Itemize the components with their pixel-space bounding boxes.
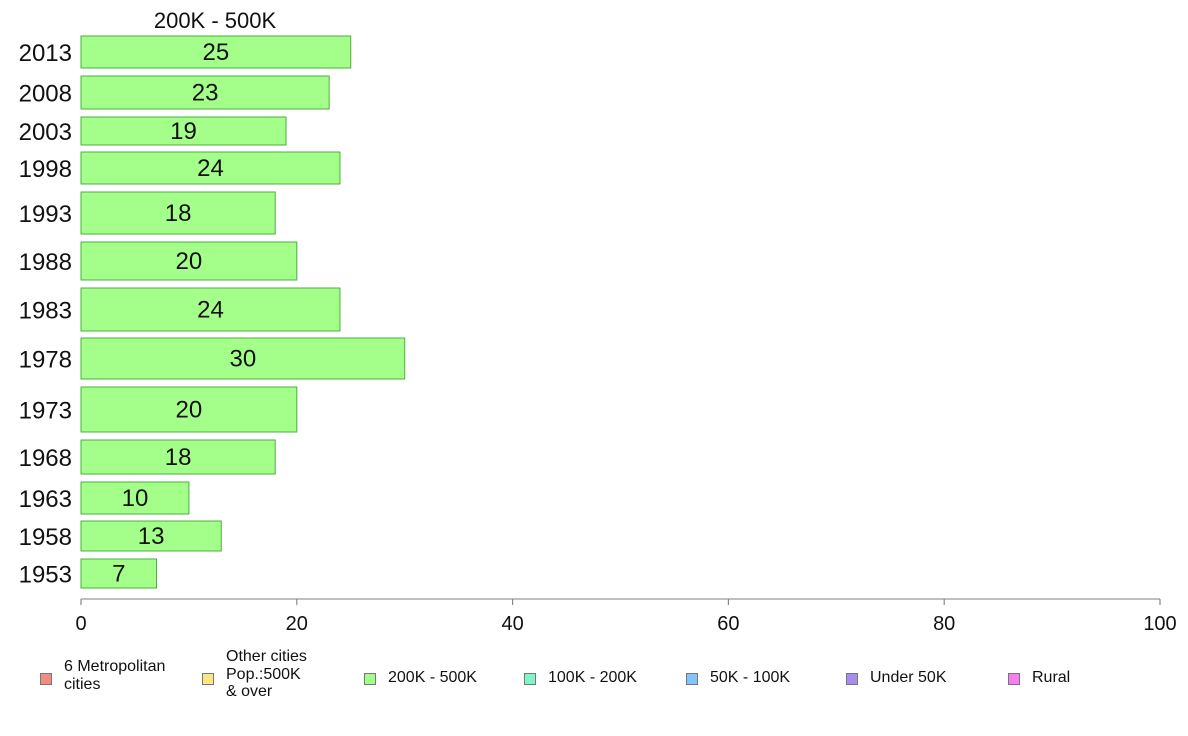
bar-value-label: 30: [229, 346, 256, 373]
legend-item: Rural: [1008, 669, 1070, 687]
legend-label: 200K - 500K: [388, 669, 477, 686]
bar-value-label: 10: [122, 485, 149, 512]
bar-chart: 200K - 500K 2520132320081920032419981819…: [19, 8, 1177, 635]
category-label-1988: 1988: [19, 249, 72, 276]
legend-item: 6 Metropolitan cities: [40, 658, 165, 693]
legend: 6 Metropolitan cities Other cities Pop.:5…: [0, 648, 1188, 728]
category-label-1978: 1978: [19, 347, 72, 374]
bar-value-label: 19: [170, 118, 197, 145]
legend-label: Other cities Pop.:500K & over: [226, 648, 307, 701]
legend-label: 100K - 200K: [548, 669, 637, 686]
legend-swatch: [1008, 673, 1020, 685]
legend-item: Other cities Pop.:500K & over: [202, 648, 307, 701]
bar-value-label: 7: [112, 561, 125, 588]
category-label-2003: 2003: [19, 119, 72, 146]
legend-swatch: [364, 673, 376, 685]
legend-item: 50K - 100K: [686, 669, 790, 687]
category-label-1983: 1983: [19, 298, 72, 325]
legend-swatch: [846, 673, 858, 685]
bar-2008: [80, 75, 330, 110]
bar-1973: [80, 386, 298, 433]
legend-item: 100K - 200K: [524, 669, 637, 687]
category-label-1953: 1953: [19, 562, 72, 589]
x-tick-label: 60: [717, 613, 739, 635]
bar-2003: [80, 116, 287, 146]
legend-item: Under 50K: [846, 669, 947, 687]
legend-swatch: [202, 673, 214, 685]
category-label-1958: 1958: [19, 524, 72, 551]
x-tick-label: 0: [75, 613, 86, 635]
x-tick-label: 80: [933, 613, 955, 635]
bar-2013: [80, 35, 352, 69]
bar-1968: [80, 439, 276, 475]
legend-label: 6 Metropolitan cities: [64, 658, 166, 693]
bar-value-label: 24: [197, 155, 224, 182]
bar-1978: [80, 337, 406, 380]
chart-title: 200K - 500K: [154, 8, 277, 33]
bar-1953: [80, 558, 158, 589]
bar-1988: [80, 241, 298, 281]
bar-1998: [80, 151, 341, 185]
legend-label: Under 50K: [870, 669, 947, 686]
category-label-2013: 2013: [19, 40, 72, 67]
category-label-2008: 2008: [19, 81, 72, 108]
bar-1963: [80, 481, 190, 515]
legend-item: 200K - 500K: [364, 669, 477, 687]
x-axis: 0 20 40 60 80 100: [75, 598, 1177, 635]
x-tick-label: 40: [501, 613, 523, 635]
category-label-1963: 1963: [19, 486, 72, 513]
bars-layer: 2520132320081920032419981819932019882419…: [19, 35, 406, 589]
category-label-1968: 1968: [19, 445, 72, 472]
legend-label: Rural: [1032, 669, 1071, 686]
bar-value-label: 13: [138, 523, 165, 550]
bar-value-label: 25: [203, 39, 230, 66]
bar-value-label: 18: [165, 444, 192, 471]
bar-value-label: 18: [165, 200, 192, 227]
category-label-1973: 1973: [19, 398, 72, 425]
category-label-1998: 1998: [19, 156, 72, 183]
bar-1993: [80, 191, 276, 235]
legend-swatch: [524, 673, 536, 685]
legend-swatch: [40, 673, 52, 685]
bar-value-label: 20: [176, 397, 203, 424]
bar-value-label: 20: [176, 248, 203, 275]
x-tick-label: 20: [286, 613, 308, 635]
legend-label: 50K - 100K: [710, 669, 791, 686]
legend-swatch: [686, 673, 698, 685]
x-tick-label: 100: [1143, 613, 1176, 635]
bar-1958: [80, 520, 222, 552]
category-label-1993: 1993: [19, 201, 72, 228]
bar-1983: [80, 287, 341, 332]
bar-value-label: 23: [192, 80, 219, 107]
bar-value-label: 24: [197, 297, 224, 324]
